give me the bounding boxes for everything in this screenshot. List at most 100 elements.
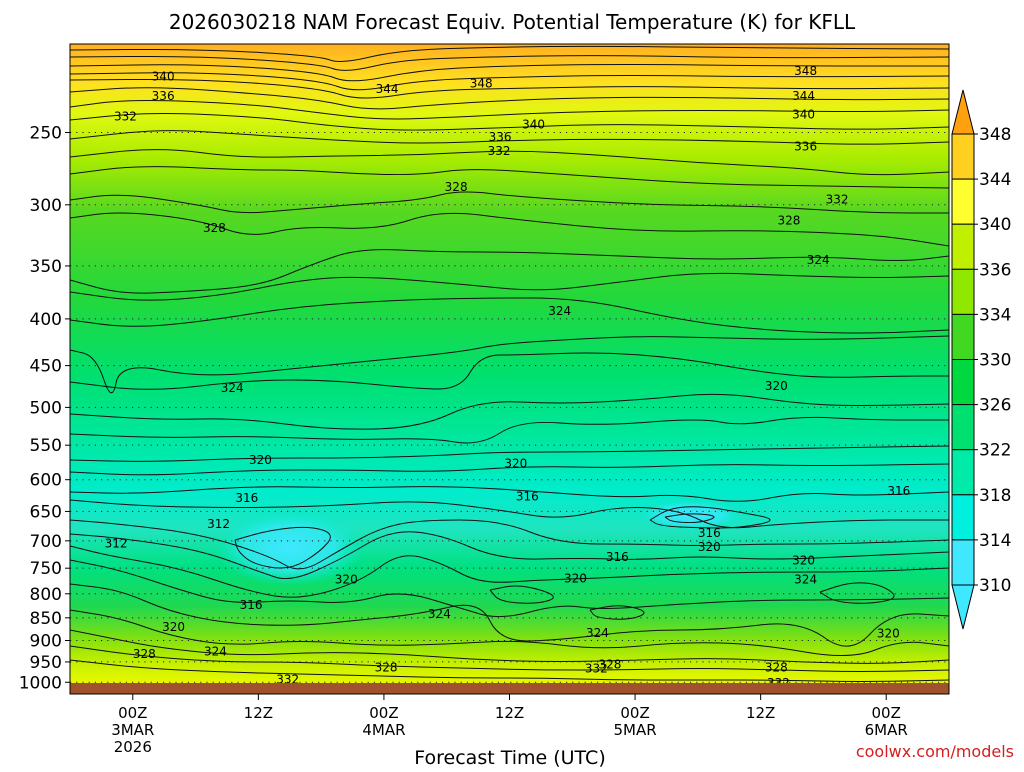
contour-line xyxy=(70,130,949,145)
contour-label: 324 xyxy=(428,607,451,621)
contour-label-text: 332 xyxy=(114,109,137,123)
contour-line xyxy=(70,531,949,579)
colorbar-swatch xyxy=(951,404,975,451)
contour-line xyxy=(70,100,949,120)
contour-line xyxy=(70,416,949,444)
contour-label-text: 316 xyxy=(887,484,910,498)
contour-line xyxy=(70,583,949,647)
y-tick-label: 600 xyxy=(30,471,62,491)
contour-label-text: 316 xyxy=(698,526,721,540)
contour-line xyxy=(70,297,949,334)
contour-label-text: 320 xyxy=(698,540,721,554)
colorbar-tick-label: 348 xyxy=(979,125,1011,145)
colorbar-swatch xyxy=(951,359,975,406)
contour-label: 320 xyxy=(162,620,185,634)
x-tick-label: 6MAR xyxy=(865,721,908,739)
contour-label-text: 336 xyxy=(794,140,817,154)
contour-line xyxy=(70,78,949,99)
contour-label-text: 316 xyxy=(606,550,629,564)
contour-label: 324 xyxy=(204,644,227,658)
colorbar-swatch xyxy=(951,494,975,541)
contour-line xyxy=(70,659,949,682)
contour-label-text: 332 xyxy=(767,676,790,690)
contour-line xyxy=(70,519,949,570)
contour-label: 332 xyxy=(585,662,608,676)
contour-label-text: 320 xyxy=(765,379,788,393)
contour-label-text: 312 xyxy=(207,517,230,531)
x-tick-label: 4MAR xyxy=(362,721,405,739)
colorbar-swatch xyxy=(951,268,975,315)
ground-surface xyxy=(70,683,949,694)
contour-label: 332 xyxy=(826,192,849,206)
contour-label-text: 328 xyxy=(445,180,468,194)
x-tick-label: 3MAR xyxy=(111,721,154,739)
contour-line xyxy=(70,645,949,672)
contour-label-text: 312 xyxy=(105,537,128,551)
contour-label: 336 xyxy=(794,140,817,154)
x-tick-label: 00Z xyxy=(369,704,398,722)
colorbar: 348 344 340 336 334 330 326 322 318 314 310 xyxy=(951,89,1011,630)
contour-label-text: 320 xyxy=(335,573,358,587)
contour-label: 320 xyxy=(504,457,527,471)
contour-label-text: 324 xyxy=(807,253,830,267)
contour-line xyxy=(70,45,949,62)
y-axis: 2503003504004505005506006507007508008509… xyxy=(19,123,70,693)
contour-label-text: 344 xyxy=(792,89,815,103)
contour-label-text: 324 xyxy=(794,573,817,587)
contour-label: 328 xyxy=(765,660,788,674)
contour-label-text: 340 xyxy=(152,69,175,83)
x-tick-label: 2026 xyxy=(114,738,152,756)
contour-label: 340 xyxy=(522,117,545,131)
y-tick-label: 250 xyxy=(30,123,62,143)
contour-label-text: 348 xyxy=(470,77,493,91)
colorbar-tick-label: 344 xyxy=(979,170,1011,190)
contour-label: 312 xyxy=(207,517,230,531)
y-tick-label: 950 xyxy=(30,653,62,673)
contour-label: 328 xyxy=(203,221,226,235)
contour-label: 320 xyxy=(792,554,815,568)
contour-label: 316 xyxy=(698,526,721,540)
credit-text: coolwx.com/models xyxy=(856,742,1014,761)
x-tick-label: 12Z xyxy=(495,704,524,722)
contour-label: 324 xyxy=(586,626,609,640)
contour-line xyxy=(70,191,949,214)
contour-label-text: 332 xyxy=(276,672,299,686)
theta-e-field xyxy=(70,44,949,683)
contour-label-text: 324 xyxy=(548,304,571,318)
contour-label: 328 xyxy=(133,647,156,661)
colorbar-swatch xyxy=(951,313,975,360)
y-tick-label: 750 xyxy=(30,559,62,579)
contour-label: 316 xyxy=(235,491,258,505)
x-tick-label: 00Z xyxy=(620,704,649,722)
contour-label: 332 xyxy=(114,109,137,123)
contour-line xyxy=(70,486,949,502)
contour-label-text: 328 xyxy=(777,213,800,227)
x-tick-label: 00Z xyxy=(118,704,147,722)
contour-label-text: 324 xyxy=(204,644,227,658)
colorbar-extend-bottom xyxy=(951,584,975,630)
y-tick-label: 450 xyxy=(30,357,62,377)
contour-line xyxy=(70,499,949,529)
colorbar-tick-label: 336 xyxy=(979,260,1011,280)
contour-label: 320 xyxy=(564,572,587,586)
contour-line xyxy=(70,609,949,657)
contour-label: 332 xyxy=(276,672,299,686)
contour-line xyxy=(70,352,949,390)
colorbar-swatch xyxy=(951,449,975,496)
contour-label: 348 xyxy=(470,77,493,91)
contour-label: 348 xyxy=(794,64,817,78)
contour-label-text: 336 xyxy=(152,89,175,103)
x-tick-label: 00Z xyxy=(872,704,901,722)
y-tick-label: 300 xyxy=(30,196,62,216)
contour-label-text: 344 xyxy=(376,82,399,96)
contour-label: 320 xyxy=(335,573,358,587)
contour-line xyxy=(70,629,949,664)
contour-label: 324 xyxy=(794,573,817,587)
contour-line xyxy=(70,249,949,294)
contour-line xyxy=(70,64,949,82)
contour-label: 328 xyxy=(599,657,622,671)
contour-label: 332 xyxy=(767,676,790,690)
contour-line xyxy=(70,559,949,618)
contour-label-text: 320 xyxy=(504,457,527,471)
